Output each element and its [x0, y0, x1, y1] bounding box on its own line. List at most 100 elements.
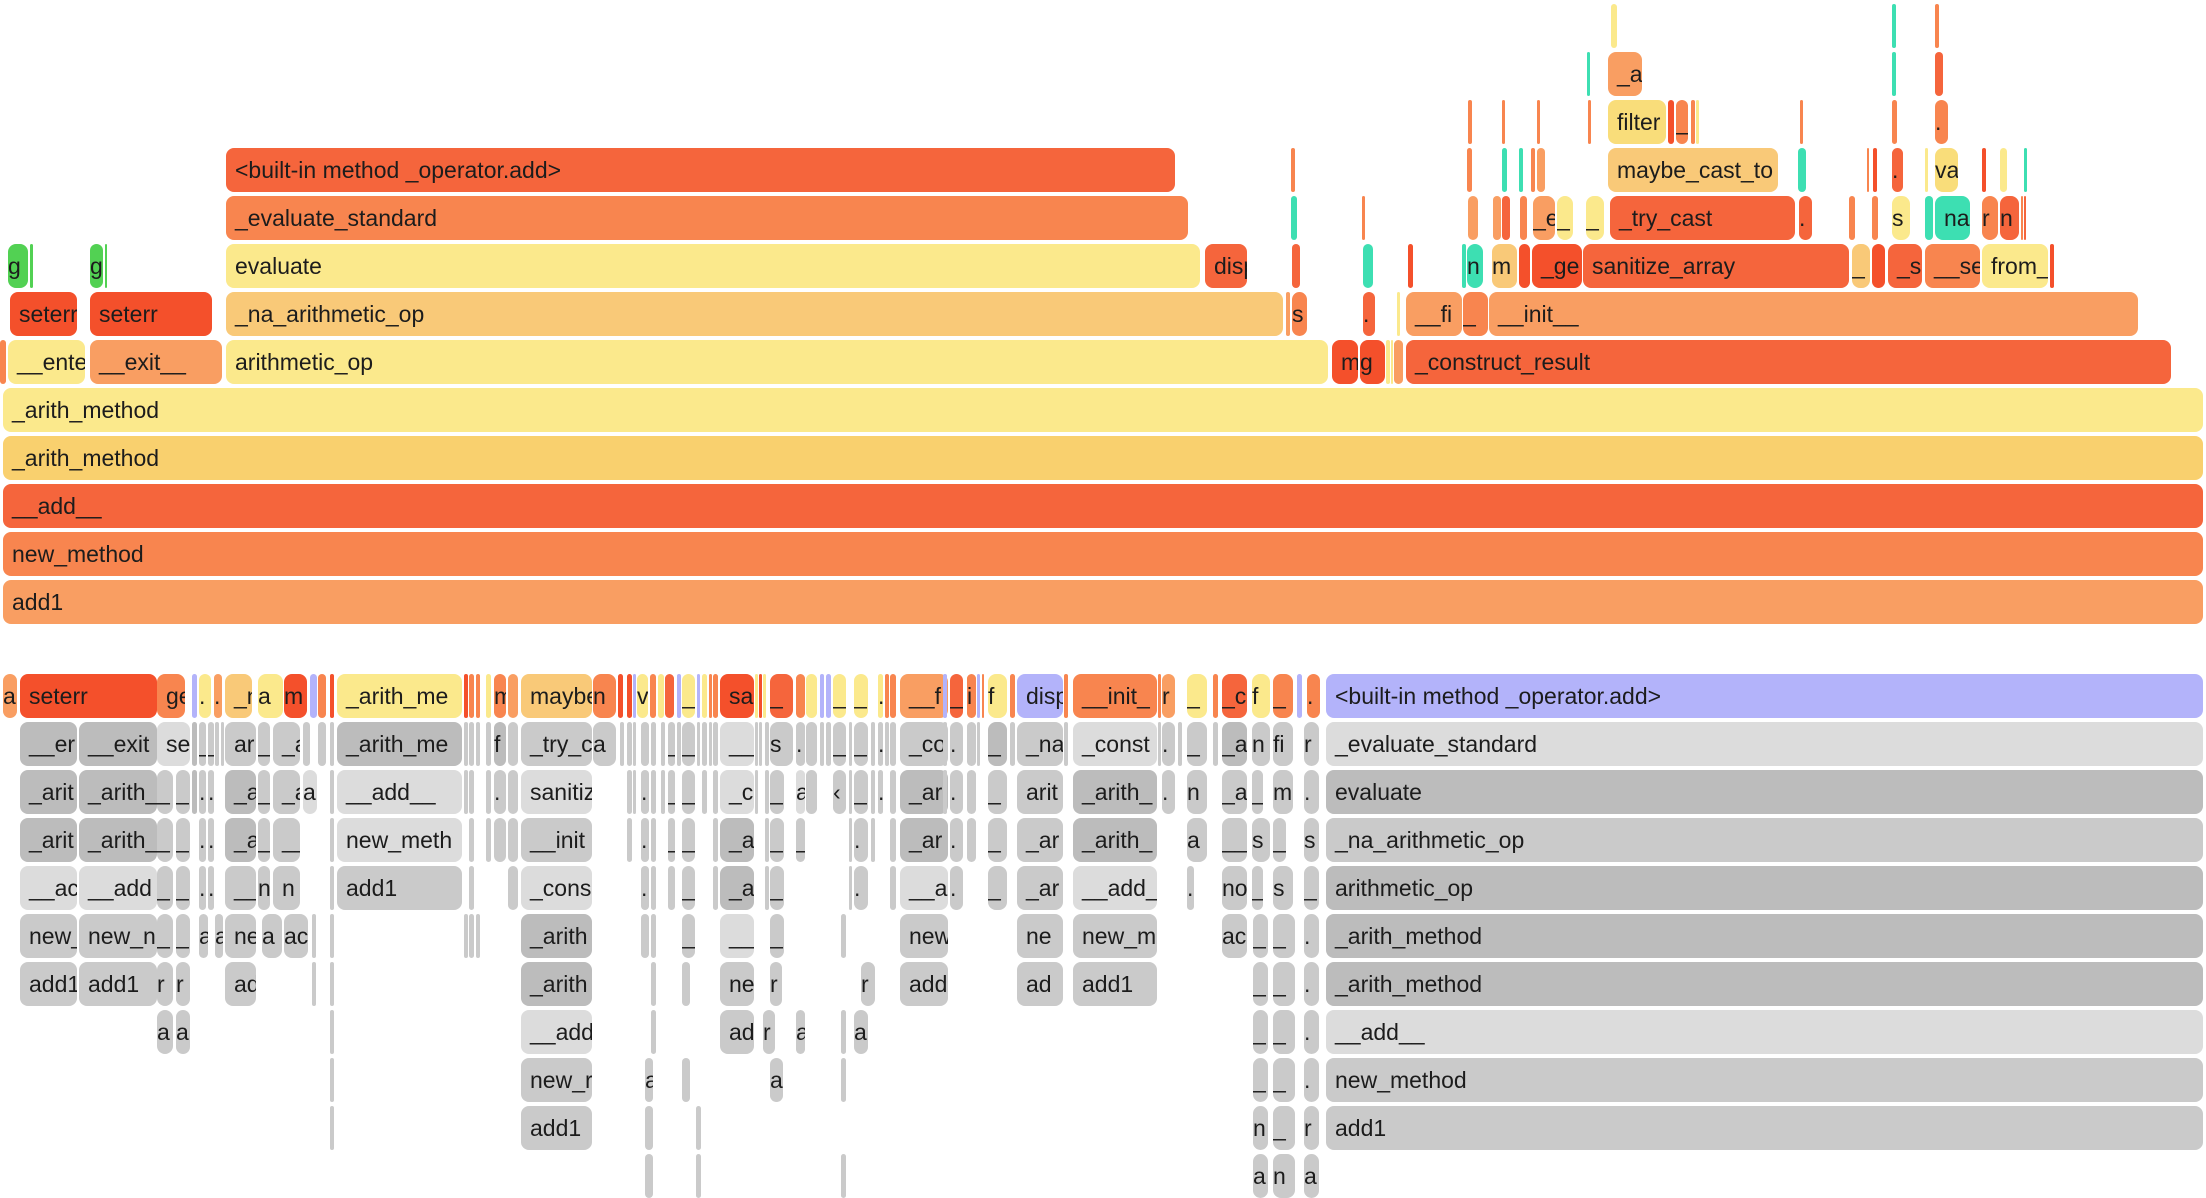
frame-bar[interactable]: fi: [1273, 722, 1293, 766]
frame-sliver-bar[interactable]: [1892, 52, 1896, 96]
frame-bar[interactable]: _: [770, 866, 784, 910]
frame-bar[interactable]: [806, 674, 817, 718]
frame-bar[interactable]: _: [157, 866, 173, 910]
frame-sliver-bar[interactable]: [796, 674, 805, 718]
frame-bar[interactable]: _: [176, 818, 190, 862]
frame-bar[interactable]: _: [988, 866, 1007, 910]
frame-sliver-bar[interactable]: [661, 722, 665, 766]
frame-bar[interactable]: arithmetic_op: [226, 340, 1328, 384]
frame-sliver-bar[interactable]: [2024, 196, 2026, 240]
frame-bar[interactable]: _: [854, 770, 868, 814]
frame-sliver-bar[interactable]: [890, 722, 896, 766]
frame-sliver-bar[interactable]: .: [878, 770, 883, 814]
frame-bar[interactable]: g: [8, 244, 28, 288]
frame-bar[interactable]: [1872, 244, 1885, 288]
frame-sliver-bar[interactable]: [702, 770, 707, 814]
frame-sliver-bar[interactable]: [759, 674, 762, 718]
frame-sliver-bar[interactable]: [1397, 292, 1400, 336]
frame-bar[interactable]: _arith_method: [1326, 962, 2203, 1006]
frame-bar[interactable]: _: [1253, 914, 1268, 958]
frame-bar[interactable]: r: [770, 962, 782, 1006]
frame-sliver-bar[interactable]: [633, 674, 636, 718]
frame-bar[interactable]: __add: [521, 1010, 592, 1054]
frame-bar[interactable]: r: [861, 962, 875, 1006]
frame-bar[interactable]: maybe: [521, 674, 592, 718]
frame-bar[interactable]: add1: [1326, 1106, 2203, 1150]
frame-bar[interactable]: add: [900, 962, 948, 1006]
frame-bar[interactable]: _a: [1222, 722, 1247, 766]
frame-sliver-bar[interactable]: [2050, 244, 2054, 288]
frame-bar[interactable]: _: [1273, 962, 1295, 1006]
frame-sliver-bar[interactable]: [1892, 100, 1897, 144]
frame-sliver-bar[interactable]: [330, 1058, 334, 1102]
frame-bar[interactable]: n: [258, 866, 270, 910]
frame-bar[interactable]: new_m: [1073, 914, 1157, 958]
frame-sliver-bar[interactable]: [1064, 722, 1068, 766]
frame-bar[interactable]: n: [273, 866, 300, 910]
frame-bar[interactable]: _: [988, 722, 1007, 766]
frame-bar[interactable]: filter: [1608, 100, 1666, 144]
frame-sliver-bar[interactable]: [318, 722, 326, 766]
frame-sliver-bar[interactable]: [645, 1106, 653, 1150]
frame-bar[interactable]: disp: [1205, 244, 1247, 288]
frame-sliver-bar[interactable]: .: [208, 866, 214, 910]
frame-bar[interactable]: seterr: [20, 674, 157, 718]
frame-bar[interactable]: __add__: [3, 484, 2203, 528]
frame-bar[interactable]: _arith_method: [3, 436, 2203, 480]
frame-sliver-bar[interactable]: [1531, 148, 1535, 192]
frame-sliver-bar[interactable]: [1691, 100, 1695, 144]
frame-bar[interactable]: new_method: [1326, 1058, 2203, 1102]
frame-sliver-bar[interactable]: [1502, 148, 1507, 192]
frame-sliver-bar[interactable]: [651, 770, 656, 814]
frame-bar[interactable]: _: [157, 770, 173, 814]
frame-bar[interactable]: _ge: [1532, 244, 1582, 288]
frame-bar[interactable]: _const: [1073, 722, 1157, 766]
frame-bar[interactable]: add1: [3, 580, 2203, 624]
frame-bar[interactable]: _: [1187, 674, 1207, 718]
frame-sliver-bar[interactable]: [709, 674, 712, 718]
frame-bar[interactable]: sa: [720, 674, 754, 718]
frame-sliver-bar[interactable]: [330, 962, 334, 1006]
frame-bar[interactable]: a: [770, 1058, 783, 1102]
frame-bar[interactable]: evaluate: [226, 244, 1200, 288]
frame-bar[interactable]: n: [1187, 770, 1207, 814]
frame-sliver-bar[interactable]: [849, 722, 852, 766]
frame-sliver-bar[interactable]: [1588, 100, 1591, 144]
frame-sliver-bar[interactable]: [486, 770, 491, 814]
frame-bar[interactable]: .: [950, 866, 963, 910]
frame-bar[interactable]: _: [950, 674, 963, 718]
frame-sliver-bar[interactable]: [871, 770, 875, 814]
frame-bar[interactable]: s: [770, 722, 793, 766]
frame-bar[interactable]: .: [1304, 962, 1319, 1006]
frame-bar[interactable]: _arith: [521, 914, 592, 958]
frame-sliver-bar[interactable]: [702, 674, 707, 718]
frame-bar[interactable]: .: [1304, 1010, 1319, 1054]
frame-sliver-bar[interactable]: _: [668, 818, 675, 862]
frame-sliver-bar[interactable]: [192, 722, 197, 766]
frame-bar[interactable]: r: [176, 962, 190, 1006]
frame-bar[interactable]: a: [157, 1010, 173, 1054]
frame-bar[interactable]: .: [199, 674, 211, 718]
frame-sliver-bar[interactable]: [661, 770, 665, 814]
frame-bar[interactable]: _na_arithmetic_op: [226, 292, 1283, 336]
frame-sliver-bar[interactable]: [486, 674, 491, 718]
frame-bar[interactable]: a: [262, 914, 282, 958]
frame-bar[interactable]: _: [1253, 962, 1268, 1006]
frame-sliver-bar[interactable]: [1178, 722, 1182, 766]
frame-sliver-bar[interactable]: [943, 722, 947, 766]
frame-sliver-bar[interactable]: [1213, 674, 1218, 718]
frame-bar[interactable]: _: [1273, 914, 1295, 958]
frame-sliver-bar[interactable]: [977, 722, 980, 766]
frame-bar[interactable]: f: [988, 674, 1007, 718]
frame-sliver-bar[interactable]: [330, 818, 334, 862]
frame-bar[interactable]: na: [1935, 196, 1970, 240]
frame-bar[interactable]: _: [770, 674, 793, 718]
frame-sliver-bar[interactable]: [765, 866, 769, 910]
frame-bar[interactable]: _: [176, 914, 190, 958]
frame-sliver-bar[interactable]: [1297, 674, 1302, 718]
frame-sliver-bar[interactable]: _: [199, 722, 206, 766]
frame-bar[interactable]: m: [494, 674, 506, 718]
frame-bar[interactable]: ne: [720, 962, 754, 1006]
selected-frame-bar[interactable]: <built-in method _operator.add>: [1326, 674, 2203, 718]
frame-bar[interactable]: _ar: [900, 770, 948, 814]
